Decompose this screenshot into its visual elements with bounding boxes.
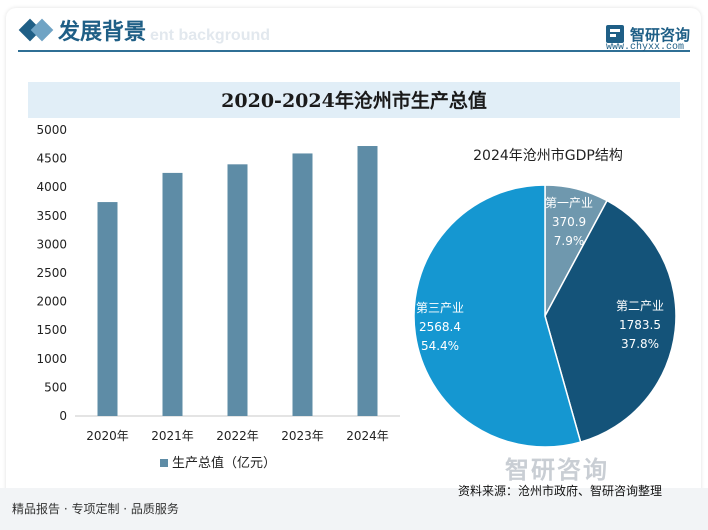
- x-tick-label: 2023年: [281, 429, 324, 443]
- footer-band: [0, 488, 708, 530]
- chart-title: 2020-2024年沧州市生产总值: [221, 90, 487, 112]
- legend-swatch: [160, 459, 168, 467]
- logo-text: 智研咨询: [630, 26, 691, 44]
- y-tick-label: 2500: [36, 266, 67, 280]
- bar-4: [292, 153, 313, 416]
- logo-url: www.chyxx.com: [606, 42, 685, 53]
- y-tick-label: 5000: [36, 123, 67, 137]
- pie-slice-name: 第一产业: [545, 196, 593, 210]
- y-tick-label: 4500: [36, 152, 67, 166]
- x-tick-label: 2022年: [216, 429, 259, 443]
- pie-slice-value: 370.9: [552, 215, 586, 229]
- bar-2: [162, 172, 183, 416]
- x-tick-label: 2020年: [86, 429, 129, 443]
- pie-slice-percent: 54.4%: [421, 339, 459, 353]
- footer-watermark: 智研咨询: [505, 456, 609, 484]
- legend-label: 生产总值（亿元）: [172, 455, 276, 471]
- bar-3: [227, 164, 248, 416]
- x-tick-label: 2021年: [151, 429, 194, 443]
- pie-slice-3: [413, 184, 582, 448]
- header-divider: [18, 50, 690, 52]
- pie-slice-value: 2568.4: [419, 320, 461, 334]
- y-tick-label: 1500: [36, 323, 67, 337]
- chart-title-band: [28, 82, 680, 118]
- header-watermark: ent background: [150, 27, 271, 44]
- data-source: 资料来源：沧州市政府、智研咨询整理: [458, 484, 663, 498]
- logo-icon: [606, 25, 624, 43]
- y-tick-label: 0: [59, 409, 67, 423]
- pie-slice-percent: 7.9%: [554, 234, 585, 248]
- bar-5: [357, 146, 378, 417]
- footer-slogan: 精品报告 · 专项定制 · 品质服务: [12, 502, 179, 516]
- pie-slice-percent: 37.8%: [621, 337, 659, 351]
- y-tick-label: 3500: [36, 209, 67, 223]
- x-tick-label: 2024年: [346, 429, 389, 443]
- section-title: 发展背景: [58, 20, 147, 45]
- pie-slice-2: [544, 199, 677, 443]
- y-tick-label: 4000: [36, 180, 67, 194]
- bar-1: [97, 202, 118, 416]
- y-tick-label: 2000: [36, 295, 67, 309]
- y-tick-label: 500: [44, 380, 67, 394]
- y-tick-label: 1000: [36, 352, 67, 366]
- pie-slice-value: 1783.5: [619, 318, 661, 332]
- pie-title: 2024年沧州市GDP结构: [473, 147, 623, 164]
- pie-slice-name: 第二产业: [616, 299, 664, 313]
- pie-slice-name: 第三产业: [416, 301, 464, 315]
- y-tick-label: 3000: [36, 237, 67, 251]
